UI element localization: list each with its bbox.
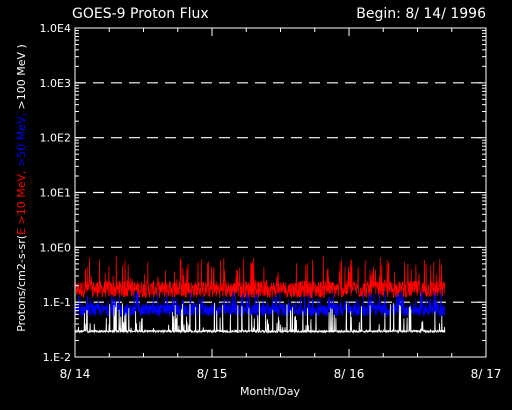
x-axis-ticks: 8/ 14 8/ 15 8/ 16 8/ 17 [60, 28, 502, 381]
series-line [74, 290, 446, 318]
y-tick-label: 1.0E3 [40, 77, 71, 90]
y-axis-label-part: E >10 MeV, [15, 167, 28, 235]
series-line [74, 256, 446, 299]
y-tick-label: 1.E-1 [43, 296, 71, 309]
chart-subtitle: Begin: 8/ 14/ 1996 [356, 6, 486, 22]
y-axis-ticks: 1.E-2 1.E-1 1.0E0 1.0E1 1.0E2 1.0E3 1.0E4 [40, 22, 486, 364]
y-axis-label-part: >50 MeV, [15, 109, 28, 167]
x-tick-label: 8/ 16 [334, 367, 365, 381]
series-line [74, 302, 446, 334]
y-tick-label: 1.0E4 [40, 22, 71, 35]
y-tick-label: 1.E-2 [43, 351, 71, 364]
series-layer [74, 256, 446, 334]
x-axis-label: Month/Day [240, 385, 300, 398]
y-axis-label-part: >100 MeV ) [15, 44, 28, 109]
y-tick-label: 1.0E1 [40, 187, 71, 200]
y-axis-label-part: Protons/cm2-s-sr( [15, 235, 28, 332]
y-axis-label: Protons/cm2-s-sr(E >10 MeV, >50 MeV, >10… [15, 44, 28, 332]
y-tick-label: 1.0E0 [40, 241, 71, 254]
x-tick-label: 8/ 17 [471, 367, 502, 381]
y-tick-label: 1.0E2 [40, 132, 71, 145]
x-tick-label: 8/ 14 [60, 367, 91, 381]
x-tick-label: 8/ 15 [197, 367, 228, 381]
chart-title: GOES-9 Proton Flux [72, 6, 209, 22]
